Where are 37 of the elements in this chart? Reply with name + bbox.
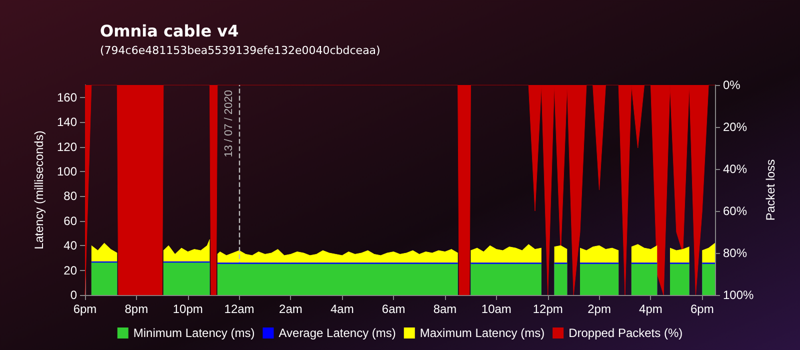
y-tick-label: 60 (64, 214, 78, 228)
y2-tick-label: 60% (723, 204, 748, 218)
y-tick-label: 0 (70, 288, 78, 302)
x-tick-label: 10am (481, 302, 512, 316)
y2-axis-title: Packet loss (764, 159, 778, 221)
y2-tick-label: 80% (723, 246, 748, 260)
y-tick-label: 140 (56, 115, 78, 130)
legend-label: Minimum Latency (ms) (133, 326, 255, 340)
ref-line-label: 13 / 07 / 2020 (222, 90, 235, 158)
x-tick-label: 8am (433, 302, 457, 316)
x-tick-label: 2am (279, 302, 302, 316)
x-tick-label: 6am (382, 302, 406, 316)
y-axis-title: Latency (milliseconds) (32, 130, 46, 250)
x-tick-label: 2pm (588, 302, 611, 316)
y-tick-label: 120 (56, 140, 78, 154)
x-tick-label: 8pm (124, 302, 148, 316)
y-tick-label: 80 (64, 189, 78, 204)
x-tick-label: 10pm (172, 302, 203, 316)
chart-title: Omnia cable v4 (100, 22, 239, 40)
x-tick-label: 4pm (639, 302, 662, 316)
chart-subtitle: (794c6e481153bea5539139efe132e0040cbdceaa) (100, 44, 380, 57)
x-tick-label: 6pm (690, 302, 714, 316)
legend-label: Maximum Latency (ms) (420, 326, 545, 340)
y-tick-label: 160 (56, 90, 78, 104)
x-tick-label: 12pm (532, 302, 563, 316)
y2-tick-label: 20% (723, 120, 748, 134)
x-tick-label: 4am (330, 302, 354, 316)
y-tick-label: 40 (64, 238, 78, 253)
y-tick-label: 20 (64, 263, 78, 278)
y-tick-label: 100 (56, 164, 78, 178)
y2-tick-label: 0% (723, 78, 741, 92)
y2-tick-label: 100% (723, 288, 754, 302)
legend-label: Average Latency (ms) (278, 326, 396, 340)
x-tick-label: 6pm (73, 302, 97, 316)
y2-tick-label: 40% (723, 162, 748, 176)
x-tick-label: 12am (224, 302, 254, 316)
legend-label: Dropped Packets (%) (568, 326, 683, 340)
